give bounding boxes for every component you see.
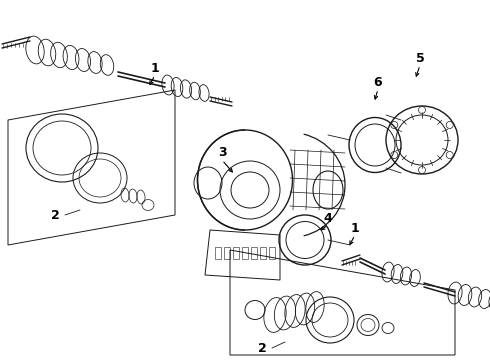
Text: 4: 4 bbox=[323, 212, 332, 225]
Text: 6: 6 bbox=[374, 76, 382, 89]
Text: 1: 1 bbox=[351, 221, 359, 234]
Text: 3: 3 bbox=[218, 145, 226, 158]
Text: 2: 2 bbox=[50, 208, 59, 221]
Text: 5: 5 bbox=[416, 51, 424, 64]
Text: 2: 2 bbox=[258, 342, 267, 355]
Text: 1: 1 bbox=[150, 62, 159, 75]
